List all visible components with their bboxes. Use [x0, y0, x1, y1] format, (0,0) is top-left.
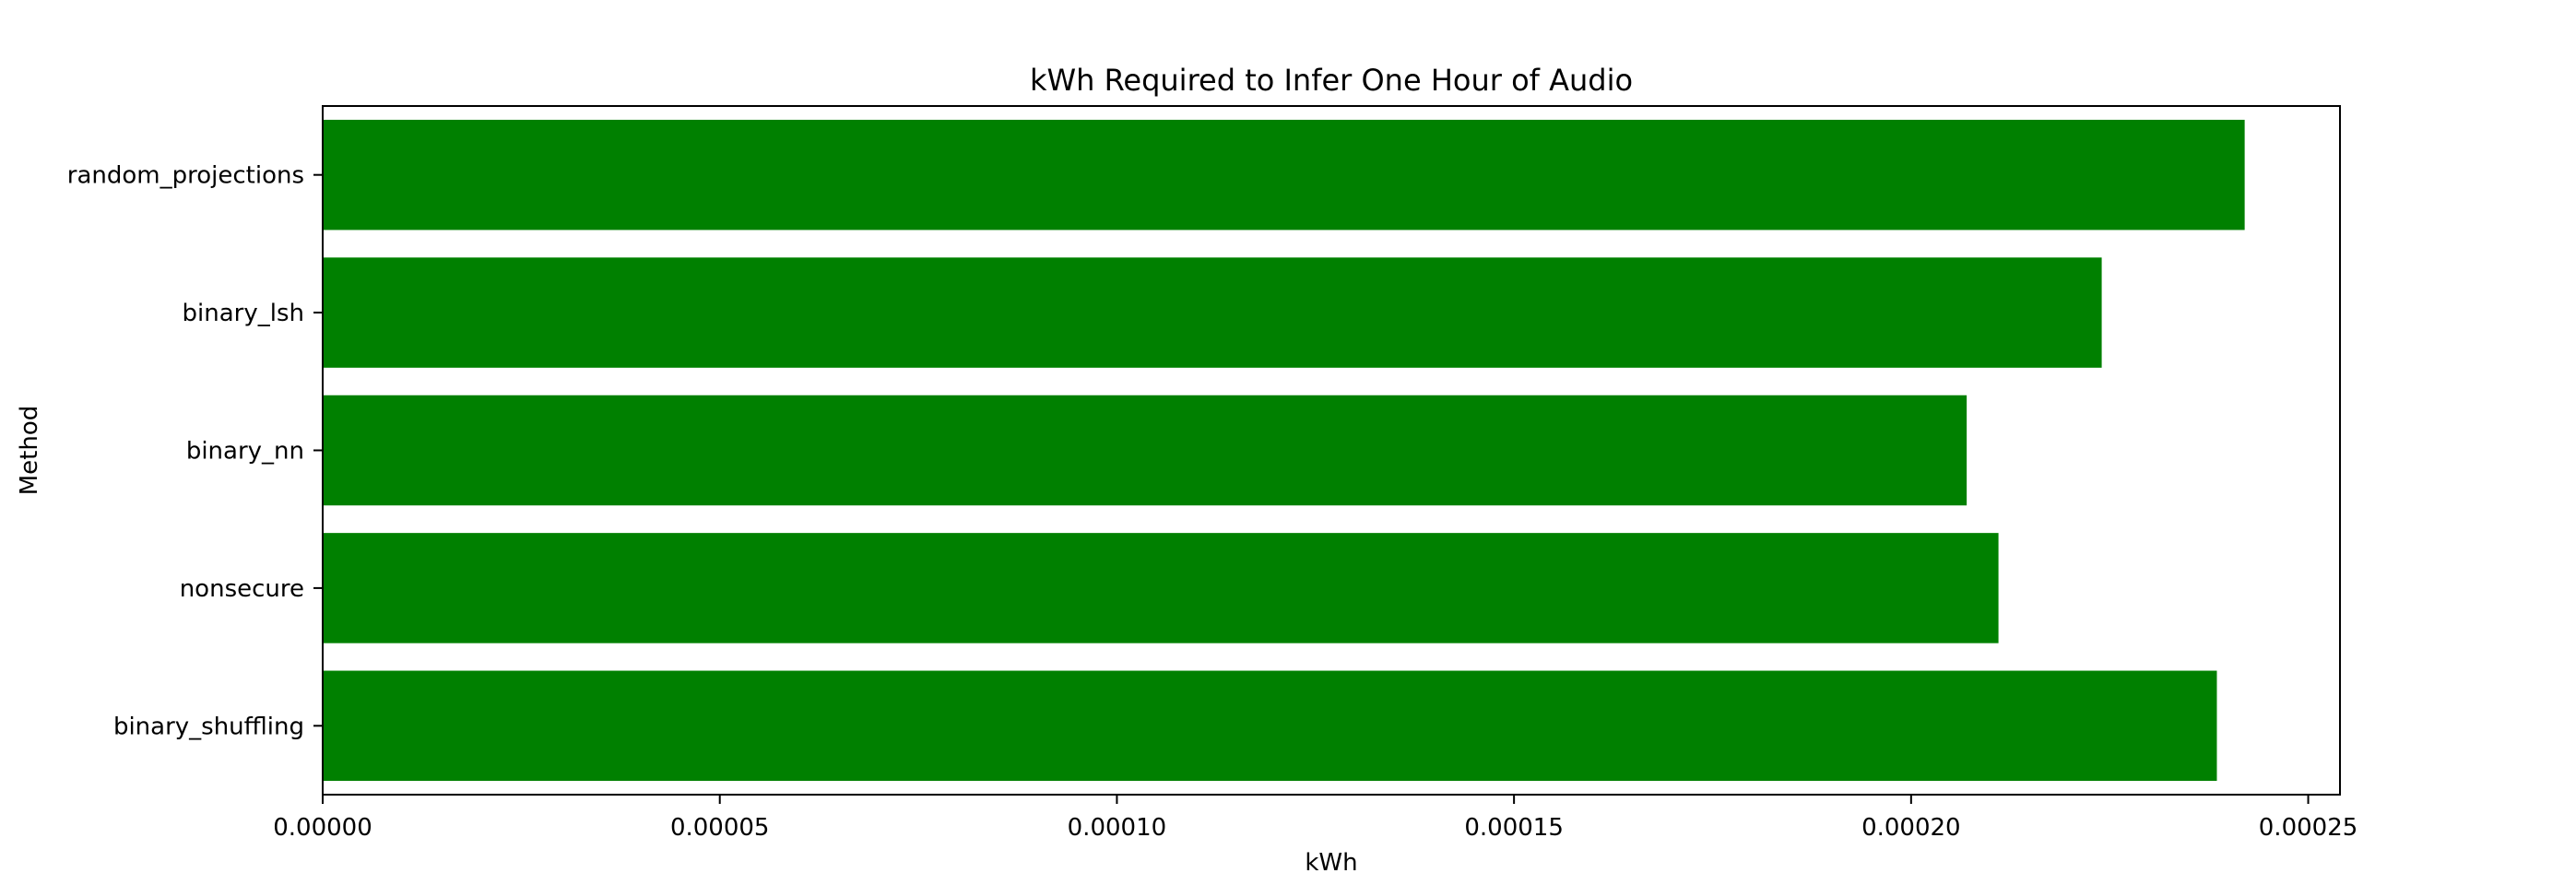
y-tick-label: random_projections	[67, 162, 304, 190]
bar-binary-shuffling	[323, 670, 2217, 782]
bar-binary-nn	[323, 395, 1967, 506]
x-tick-label: 0.00020	[1861, 814, 1961, 842]
y-tick-label: binary_shuffling	[113, 713, 304, 740]
y-tick-label: binary_nn	[186, 438, 304, 466]
bar-random-projections	[323, 119, 2245, 230]
y-axis-label: Method	[16, 406, 43, 496]
x-tick-label: 0.00000	[273, 814, 372, 842]
x-axis: 0.00000 0.00005 0.00010 0.00015 0.00020 0.000…	[273, 795, 2357, 842]
bars-group	[323, 119, 2245, 782]
x-tick-label: 0.00015	[1464, 814, 1564, 842]
bar-nonsecure	[323, 533, 1999, 643]
y-tick-label: binary_lsh	[183, 300, 304, 327]
x-tick-label: 0.00025	[2259, 814, 2358, 842]
chart-title: kWh Required to Infer One Hour of Audio	[1030, 63, 1633, 98]
x-tick-label: 0.00010	[1068, 814, 1167, 842]
bar-binary-lsh	[323, 257, 2102, 368]
x-axis-label: kWh	[1305, 849, 1357, 877]
y-axis: random_projections binary_lsh binary_nnnon…	[67, 162, 323, 740]
x-tick-label: 0.00005	[670, 814, 770, 842]
y-tick-label: nonsecure	[180, 575, 304, 603]
